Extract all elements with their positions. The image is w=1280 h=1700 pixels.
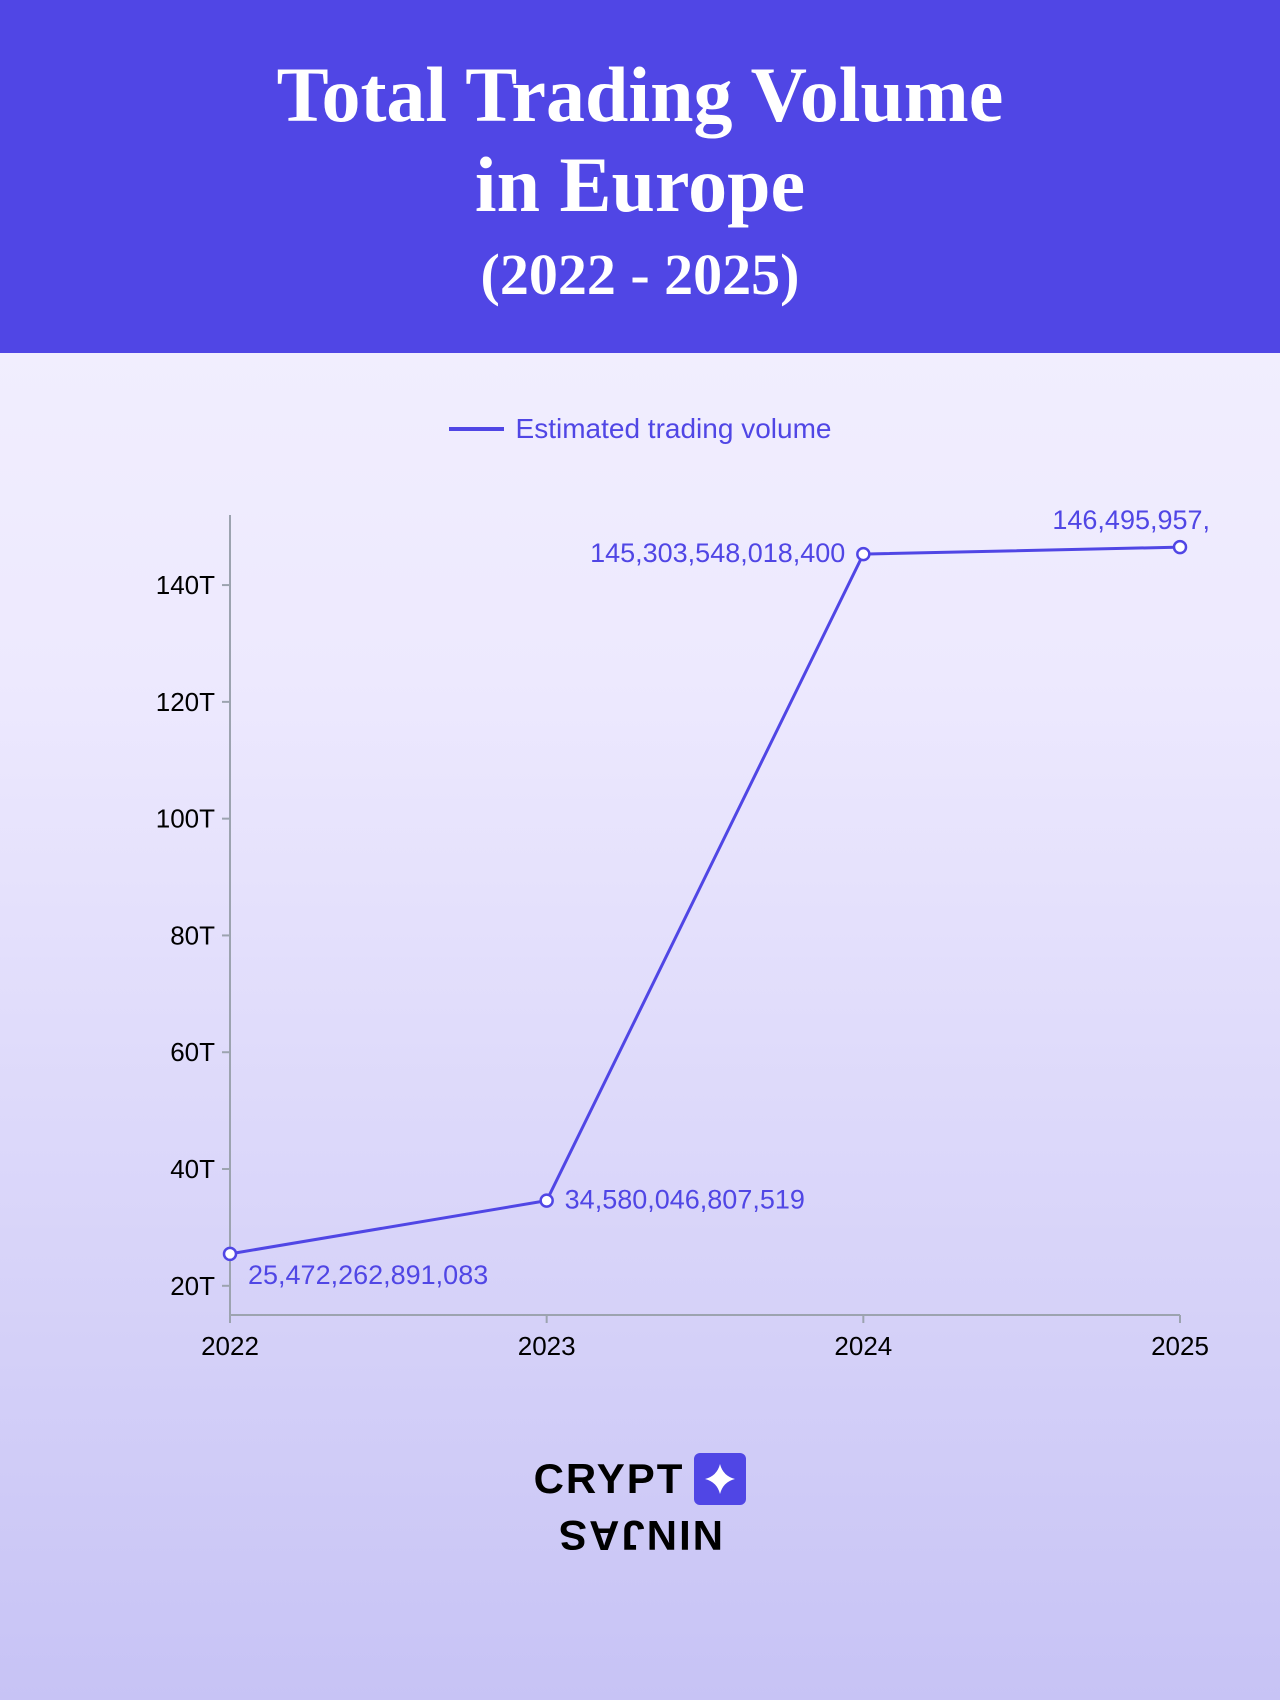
logo-wrapper: CRYPT NINJAS <box>534 1453 747 1559</box>
logo-top-row: CRYPT <box>534 1453 747 1505</box>
svg-text:2024: 2024 <box>834 1331 892 1361</box>
star-icon <box>703 1462 737 1496</box>
title-line-2: in Europe <box>475 141 805 228</box>
logo-text-top: CRYPT <box>534 1455 685 1503</box>
svg-text:2022: 2022 <box>201 1331 259 1361</box>
svg-text:40T: 40T <box>170 1154 215 1184</box>
svg-text:2025: 2025 <box>1151 1331 1209 1361</box>
page-title: Total Trading Volume in Europe <box>40 50 1240 229</box>
chart-container: Estimated trading volume 20T 40T 60T 80T 100… <box>0 353 1280 1433</box>
svg-text:60T: 60T <box>170 1038 215 1068</box>
logo-square-icon <box>694 1453 746 1505</box>
svg-text:80T: 80T <box>170 921 215 951</box>
svg-text:100T: 100T <box>156 804 215 834</box>
legend-line-sample <box>449 427 504 431</box>
header-banner: Total Trading Volume in Europe (2022 - 2… <box>0 0 1280 353</box>
svg-text:34,580,046,807,519: 34,580,046,807,519 <box>565 1185 805 1215</box>
svg-text:120T: 120T <box>156 687 215 717</box>
legend-label: Estimated trading volume <box>516 413 832 445</box>
page-subtitle: (2022 - 2025) <box>40 241 1240 308</box>
svg-text:146,495,957,230,038: 146,495,957,230,038 <box>1052 506 1210 536</box>
title-line-1: Total Trading Volume <box>277 51 1004 138</box>
svg-text:25,472,262,891,083: 25,472,262,891,083 <box>248 1260 488 1290</box>
svg-text:20T: 20T <box>170 1271 215 1301</box>
svg-text:140T: 140T <box>156 570 215 600</box>
svg-text:2023: 2023 <box>518 1331 576 1361</box>
footer-logo: CRYPT NINJAS <box>0 1433 1280 1559</box>
svg-text:145,303,548,018,400: 145,303,548,018,400 <box>590 538 845 568</box>
chart-legend: Estimated trading volume <box>70 413 1210 445</box>
line-chart: 20T 40T 60T 80T 100T 120T 140T 2022 2023 2024 2025… <box>70 475 1210 1375</box>
logo-text-bottom: NINJAS <box>557 1511 723 1559</box>
